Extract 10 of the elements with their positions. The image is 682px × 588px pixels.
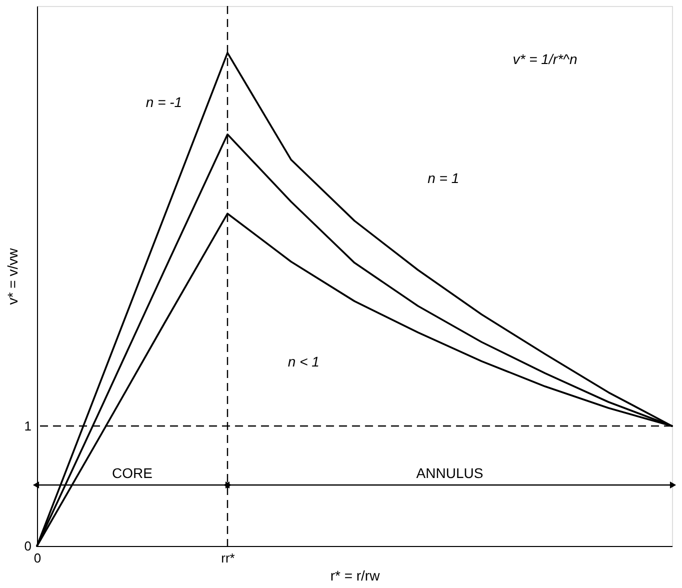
y-tick-label: 1	[24, 418, 32, 434]
annotation: ANNULUS	[416, 464, 484, 481]
annotation: n = 1	[428, 170, 460, 186]
annotation: CORE	[112, 464, 152, 481]
annotation: n < 1	[288, 353, 320, 370]
x-axis-title: r* = r/rw	[330, 568, 381, 584]
y-axis-title: v* = v/vw	[4, 247, 20, 305]
x-tick-label: rr*	[221, 550, 235, 566]
annotation: v* = 1/r*^n	[512, 51, 578, 67]
annotation: n = -1	[146, 94, 182, 110]
